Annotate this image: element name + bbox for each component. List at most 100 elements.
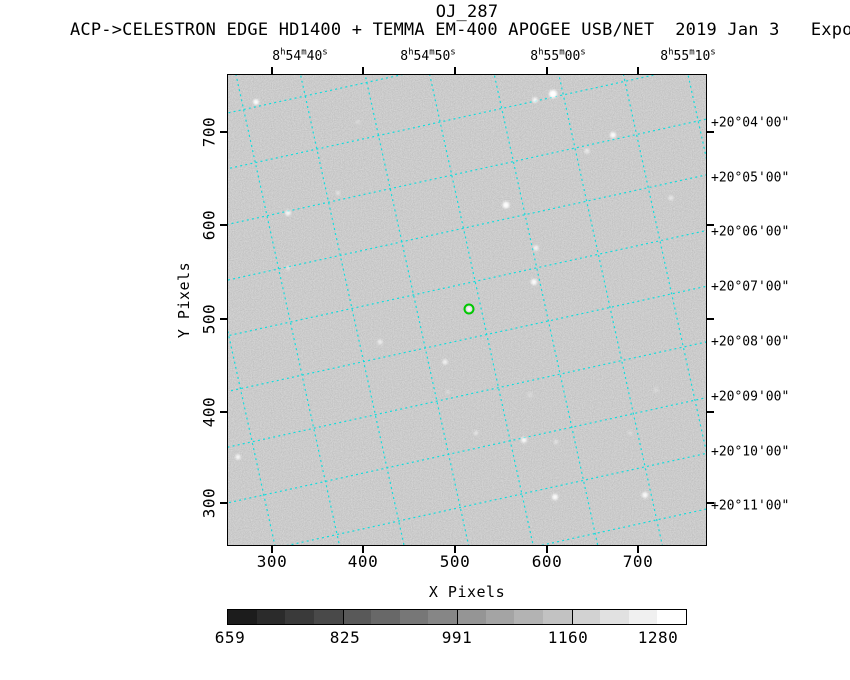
y-axis-tick-right (707, 411, 714, 413)
colorbar-step (428, 610, 457, 624)
x-axis-tick-label: 300 (256, 552, 288, 571)
y-axis-tick-right (707, 131, 714, 133)
colorbar-step (542, 610, 572, 624)
y-axis-tick-left (220, 131, 227, 133)
colorbar-step (657, 610, 686, 624)
dec-axis-label: +20°08'00" (711, 334, 790, 350)
ra-axis-label: 8h54m40s (272, 47, 328, 64)
y-axis-tick-label: 300 (199, 487, 219, 519)
ra-axis-label: 8h54m50s (400, 47, 456, 64)
star (336, 191, 340, 195)
target-star (466, 306, 472, 312)
star (532, 97, 538, 103)
y-axis-tick-left (220, 318, 227, 320)
star (521, 437, 527, 443)
star (473, 430, 479, 436)
star (377, 339, 383, 345)
colorbar-step (342, 610, 372, 624)
y-axis-tick-label: 400 (199, 396, 219, 428)
star (446, 390, 450, 394)
star (552, 494, 558, 500)
colorbar-divider (457, 610, 458, 624)
x-axis-tick-bottom (271, 546, 273, 553)
y-axis-tick-right (707, 502, 714, 504)
colorbar-divider (572, 610, 573, 624)
colorbar-step (228, 610, 257, 624)
dec-axis-label: +20°09'00" (711, 389, 790, 405)
colorbar-step (628, 610, 658, 624)
plot-title: OJ_287 (435, 2, 499, 22)
star (668, 195, 674, 201)
star (253, 99, 259, 105)
star (531, 279, 537, 285)
x-axis-tick-top (454, 67, 456, 74)
colorbar-step (256, 610, 286, 624)
x-axis-tick-label: 600 (531, 552, 563, 571)
x-axis-tick-top (546, 67, 548, 74)
star (286, 266, 290, 270)
colorbar-divider (343, 610, 344, 624)
x-axis-tick-bottom (546, 546, 548, 553)
dec-axis-label: +20°05'00" (711, 170, 790, 186)
star (610, 132, 616, 138)
colorbar-step (399, 610, 429, 624)
plot-subtitle: ACP->CELESTRON EDGE HD1400 + TEMMA EM-40… (70, 20, 850, 40)
star (285, 210, 291, 216)
x-axis-title: X Pixels (428, 583, 506, 601)
colorbar-step (514, 610, 543, 624)
colorbar-step (457, 610, 486, 624)
colorbar (227, 609, 687, 625)
star (442, 359, 448, 365)
colorbar-step (600, 610, 629, 624)
star (627, 430, 633, 436)
y-axis-title: Y Pixels (175, 261, 193, 339)
colorbar-step (371, 610, 400, 624)
x-axis-tick-top (362, 67, 364, 74)
star (235, 454, 241, 460)
x-axis-tick-label: 700 (622, 552, 654, 571)
colorbar-tick-label: 825 (329, 628, 361, 647)
dec-axis-label: +20°10'00" (711, 444, 790, 460)
star (356, 120, 360, 124)
y-axis-tick-right (707, 318, 714, 320)
image-frame (227, 74, 707, 546)
star (549, 90, 557, 98)
x-axis-tick-bottom (637, 546, 639, 553)
dec-axis-label: +20°11'00" (711, 498, 790, 514)
x-axis-tick-label: 400 (347, 552, 379, 571)
star (653, 387, 659, 393)
x-axis-tick-bottom (454, 546, 456, 553)
y-axis-tick-left (220, 502, 227, 504)
dec-axis-label: +20°04'00" (711, 115, 790, 131)
star (553, 439, 559, 445)
y-axis-tick-label: 500 (199, 303, 219, 335)
y-axis-tick-label: 600 (199, 209, 219, 241)
y-axis-tick-label: 700 (199, 116, 219, 148)
x-axis-tick-top (271, 67, 273, 74)
ra-axis-label: 8h55m00s (530, 47, 586, 64)
colorbar-tick-label: 1280 (637, 628, 679, 647)
colorbar-step (285, 610, 314, 624)
colorbar-tick-label: 659 (214, 628, 246, 647)
star (642, 492, 648, 498)
colorbar-tick-label: 1160 (547, 628, 589, 647)
dec-axis-label: +20°07'00" (711, 279, 790, 295)
star (502, 201, 510, 209)
colorbar-tick-label: 991 (441, 628, 473, 647)
ra-axis-label: 8h55m10s (660, 47, 716, 64)
colorbar-step (485, 610, 515, 624)
x-axis-tick-label: 500 (439, 552, 471, 571)
colorbar-step (313, 610, 343, 624)
y-axis-tick-right (707, 224, 714, 226)
y-axis-tick-left (220, 224, 227, 226)
star-field-image (228, 75, 706, 545)
x-axis-tick-top (637, 67, 639, 74)
star (527, 392, 533, 398)
dec-axis-label: +20°06'00" (711, 224, 790, 240)
x-axis-tick-bottom (362, 546, 364, 553)
stars (235, 90, 674, 500)
y-axis-tick-left (220, 411, 227, 413)
colorbar-step (571, 610, 601, 624)
star (533, 245, 539, 251)
star (584, 148, 590, 154)
